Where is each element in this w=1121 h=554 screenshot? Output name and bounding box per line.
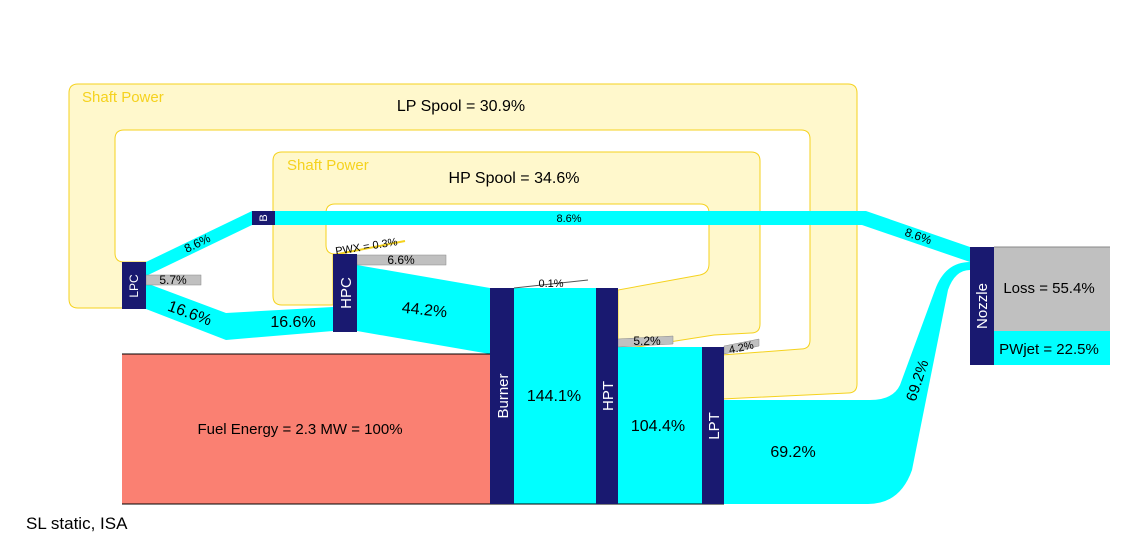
hp-spool-label: HP Spool = 34.6% — [449, 170, 580, 187]
lp-shaft-power-label: Shaft Power — [82, 89, 164, 106]
lp-spool-label: LP Spool = 30.9% — [397, 98, 525, 115]
node-lpt-label: LPT — [706, 412, 723, 440]
output-pwjet-label: PWjet = 22.5% — [999, 341, 1099, 358]
node-hpc — [333, 254, 357, 332]
operating-condition-label: SL static, ISA — [26, 514, 128, 533]
node-nozzle-label: Nozzle — [974, 283, 991, 329]
flow-hpt-to-lpt — [618, 347, 702, 504]
node-hpt-label: HPT — [600, 381, 617, 411]
flow-hpt-lpt-label: 104.4% — [631, 418, 685, 435]
flow-bypass-to-nozzle — [275, 211, 970, 262]
node-bypass — [252, 211, 275, 225]
node-bypass-label: B — [258, 214, 270, 221]
output-pwjet — [994, 331, 1110, 365]
loss-burner — [513, 279, 589, 289]
node-hpc-label: HPC — [338, 277, 355, 309]
flow-lpc-to-bypass — [146, 211, 252, 276]
output-loss-label: Loss = 55.4% — [1003, 280, 1094, 297]
node-nozzle — [970, 247, 994, 365]
loss-lpt-label: 4.2% — [728, 340, 755, 357]
fuel-energy-label: Fuel Energy = 2.3 MW = 100% — [197, 421, 402, 438]
loss-lpc-label: 5.7% — [159, 273, 187, 287]
node-burner — [490, 288, 514, 504]
flow-hpc-to-burner — [357, 265, 490, 354]
hp-shaft-power-label: Shaft Power — [287, 157, 369, 174]
pwx-line — [332, 240, 406, 256]
flow-lpc-hpc-end-label: 16.6% — [270, 314, 315, 331]
flow-lpt-nozzle-label: 69.2% — [770, 444, 815, 461]
lp-shaft-loop — [68, 83, 858, 400]
flow-lpt-to-nozzle — [724, 262, 970, 504]
loss-hpc-label: 6.6% — [387, 253, 415, 267]
node-lpc — [122, 262, 146, 309]
node-burner-label: Burner — [495, 373, 512, 418]
flow-burner-hpt-label: 144.1% — [527, 388, 581, 405]
flow-lpc-to-hpc — [146, 283, 333, 340]
fuel-energy-block — [122, 354, 490, 504]
node-lpc-label: LPC — [127, 274, 141, 298]
loss-hpt-label: 5.2% — [633, 334, 661, 348]
flow-burner-to-hpt — [514, 288, 596, 504]
node-hpt — [596, 288, 618, 504]
output-loss — [994, 247, 1110, 331]
loss-burner-label: 0.1% — [538, 278, 563, 290]
flow-hpc-burner-label: 44.2% — [401, 300, 448, 322]
flow-bypass-mid-label: 8.6% — [556, 213, 581, 225]
node-lpt — [702, 347, 724, 504]
